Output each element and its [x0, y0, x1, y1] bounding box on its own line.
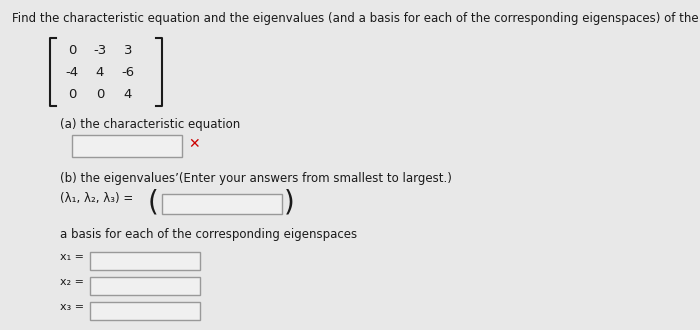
- Text: x₁ =: x₁ =: [60, 252, 84, 262]
- FancyBboxPatch shape: [72, 135, 182, 157]
- Text: Find the characteristic equation and the eigenvalues (and a basis for each of th: Find the characteristic equation and the…: [12, 12, 700, 25]
- Text: (: (: [148, 189, 159, 217]
- FancyBboxPatch shape: [90, 252, 200, 270]
- Text: x₂ =: x₂ =: [60, 277, 84, 287]
- Text: x₃ =: x₃ =: [60, 302, 84, 312]
- Text: -3: -3: [93, 44, 106, 57]
- Text: (a) the characteristic equation: (a) the characteristic equation: [60, 118, 240, 131]
- Text: a basis for each of the corresponding eigenspaces: a basis for each of the corresponding ei…: [60, 228, 357, 241]
- Text: 4: 4: [96, 66, 104, 79]
- Text: 3: 3: [124, 44, 132, 57]
- Text: ): ): [284, 189, 295, 217]
- Text: 0: 0: [68, 44, 76, 57]
- FancyBboxPatch shape: [162, 194, 282, 214]
- Text: 0: 0: [68, 88, 76, 101]
- Text: (λ₁, λ₂, λ₃) =: (λ₁, λ₂, λ₃) =: [60, 192, 133, 205]
- FancyBboxPatch shape: [90, 302, 200, 320]
- Text: 0: 0: [96, 88, 104, 101]
- Text: ✕: ✕: [188, 137, 199, 151]
- Text: (b) the eigenvalues’(Enter your answers from smallest to largest.): (b) the eigenvalues’(Enter your answers …: [60, 172, 452, 185]
- Text: 4: 4: [124, 88, 132, 101]
- Text: -6: -6: [121, 66, 134, 79]
- FancyBboxPatch shape: [90, 277, 200, 295]
- Text: -4: -4: [65, 66, 78, 79]
